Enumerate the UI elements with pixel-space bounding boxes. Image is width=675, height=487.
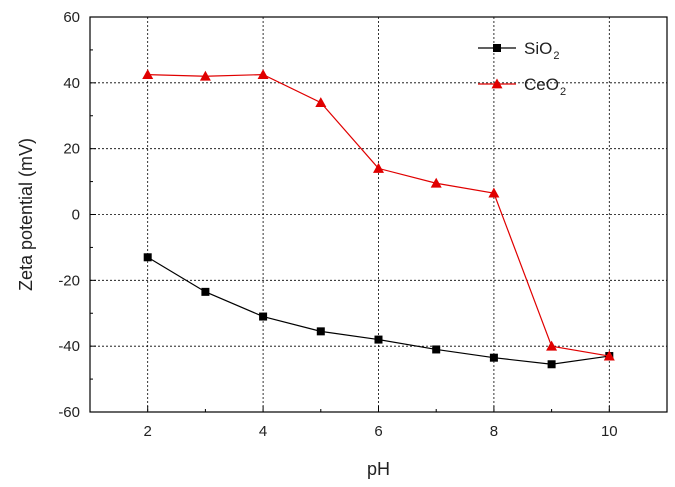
data-point-CeO2 [257,69,269,80]
data-point-CeO2 [546,340,558,351]
x-axis-title: pH [367,459,390,479]
data-point-SiO2 [432,345,441,354]
data-point-CeO2 [199,70,211,81]
data-point-CeO2 [142,69,154,80]
data-point-CeO2 [430,177,442,188]
x-tick-label: 2 [144,423,152,440]
series-layer [142,69,615,369]
data-point-SiO2 [259,312,268,321]
grid-lines [90,17,667,412]
y-tick-label: 0 [72,207,80,224]
data-point-SiO2 [547,360,556,369]
legend-subscript-SiO2: 2 [553,50,559,62]
data-point-SiO2 [489,353,498,362]
y-tick-label: -20 [58,272,80,289]
data-point-CeO2 [603,350,615,361]
x-tick-label: 6 [374,423,382,440]
legend-marker-SiO2 [493,44,501,52]
y-tick-label: 60 [63,9,80,26]
x-tick-label: 10 [601,423,618,440]
y-tick-label: -60 [58,404,80,421]
legend-marker-CeO2 [491,78,503,89]
y-axis-title: Zeta potential (mV) [16,138,36,291]
data-point-CeO2 [373,162,384,173]
legend-subscript-CeO2: 2 [560,86,566,98]
legend-label-CeO2: CeO [524,75,559,94]
data-point-SiO2 [201,287,210,296]
x-tick-label: 4 [259,423,267,440]
legend-label-SiO2: SiO [524,39,552,58]
data-point-SiO2 [143,253,152,262]
y-tick-label: -40 [58,338,80,355]
x-tick-label: 8 [490,423,498,440]
data-point-CeO2 [315,97,327,107]
axes: 2 4 6 8 10 -60 -40 -20 0 20 40 60 [58,9,668,440]
data-point-SiO2 [374,335,383,344]
data-point-CeO2 [488,187,500,198]
data-point-SiO2 [316,327,325,336]
y-tick-label: 40 [63,75,80,92]
y-tick-label: 20 [63,141,80,158]
